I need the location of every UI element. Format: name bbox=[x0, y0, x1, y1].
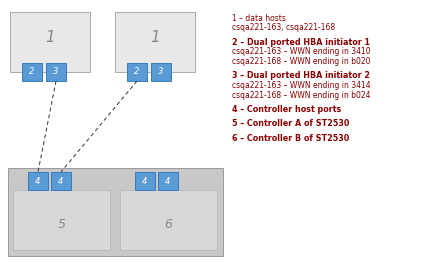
Text: 3: 3 bbox=[53, 68, 59, 76]
Text: 5 – Controller A of ST2530: 5 – Controller A of ST2530 bbox=[232, 120, 350, 128]
Text: 2 – Dual ported HBA initiator 1: 2 – Dual ported HBA initiator 1 bbox=[232, 38, 370, 47]
Bar bbox=[46, 63, 66, 81]
Text: csqa221-163 – WWN ending in 3410: csqa221-163 – WWN ending in 3410 bbox=[232, 47, 371, 57]
Text: 4: 4 bbox=[58, 177, 63, 185]
Text: 5: 5 bbox=[58, 218, 66, 232]
Bar bbox=[8, 168, 223, 256]
Bar bbox=[127, 63, 147, 81]
Text: 1: 1 bbox=[45, 29, 55, 44]
Bar bbox=[22, 63, 42, 81]
Text: 4: 4 bbox=[35, 177, 41, 185]
Text: 4 – Controller host ports: 4 – Controller host ports bbox=[232, 105, 341, 114]
Text: 1: 1 bbox=[150, 29, 160, 44]
Text: 2: 2 bbox=[30, 68, 35, 76]
Bar bbox=[151, 63, 171, 81]
Text: 3 – Dual ported HBA initiator 2: 3 – Dual ported HBA initiator 2 bbox=[232, 72, 370, 80]
Text: 4: 4 bbox=[142, 177, 148, 185]
Bar bbox=[28, 172, 48, 190]
Bar bbox=[120, 190, 217, 250]
Bar bbox=[115, 12, 195, 72]
Text: csqa221-163 – WWN ending in 3414: csqa221-163 – WWN ending in 3414 bbox=[232, 81, 371, 90]
Bar bbox=[158, 172, 178, 190]
Text: 6 – Controller B of ST2530: 6 – Controller B of ST2530 bbox=[232, 134, 349, 143]
Bar bbox=[13, 190, 110, 250]
Bar bbox=[10, 12, 90, 72]
Bar bbox=[51, 172, 71, 190]
Bar bbox=[135, 172, 155, 190]
Text: 6: 6 bbox=[164, 218, 173, 232]
Text: 3: 3 bbox=[158, 68, 164, 76]
Text: 1 – data hosts: 1 – data hosts bbox=[232, 14, 286, 23]
Text: csqa221-168 – WWN ending in b024: csqa221-168 – WWN ending in b024 bbox=[232, 91, 371, 99]
Text: csqa221-163, csqa221-168: csqa221-163, csqa221-168 bbox=[232, 24, 335, 32]
Text: 4: 4 bbox=[165, 177, 171, 185]
Text: csqa221-168 – WWN ending in b020: csqa221-168 – WWN ending in b020 bbox=[232, 57, 371, 66]
Text: 2: 2 bbox=[134, 68, 139, 76]
